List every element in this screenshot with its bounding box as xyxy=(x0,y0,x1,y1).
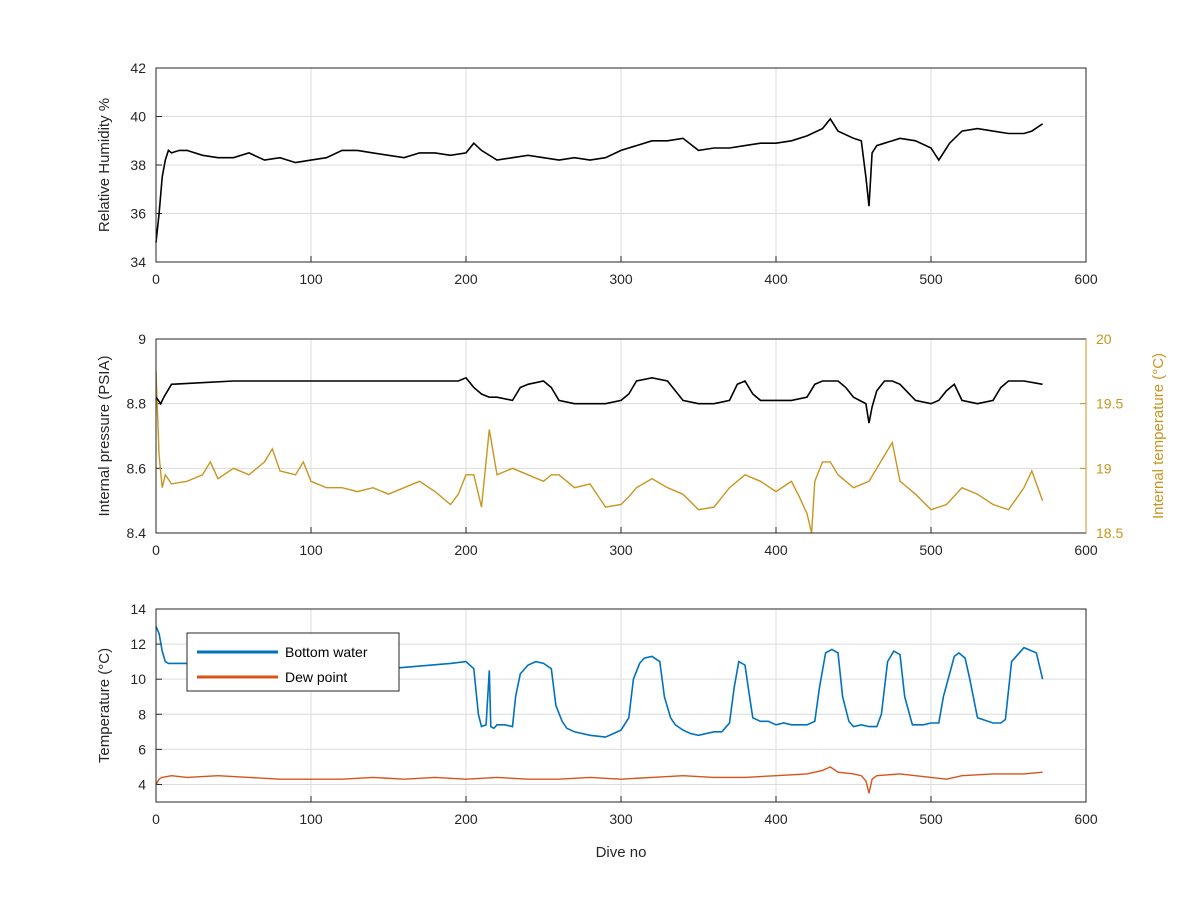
humidity-line xyxy=(155,117,1044,243)
y-axis-label: Internal pressure (PSIA) xyxy=(96,356,113,517)
y2-tick-label: 19.5 xyxy=(1096,396,1123,412)
axes-box xyxy=(155,67,1087,263)
x-tick-label: 0 xyxy=(152,542,160,558)
x-tick-label: 100 xyxy=(299,811,323,827)
y-tick-label: 38 xyxy=(130,157,146,173)
y2-axis-label: Internal temperature (°C) xyxy=(1150,353,1167,519)
y2-tick-label: 18.5 xyxy=(1096,525,1123,541)
y-tick-labels: 8.4 8.6 8.8 9 xyxy=(127,331,147,541)
x-tick-label: 200 xyxy=(454,271,478,287)
x-tick-label: 300 xyxy=(609,271,633,287)
x-tick-label: 200 xyxy=(454,811,478,827)
legend-label-dew-point: Dew point xyxy=(285,669,347,685)
x-tick-label: 0 xyxy=(152,271,160,287)
y-tick-label: 42 xyxy=(130,60,146,76)
panel-pressure-temperature: 0 100 200 300 400 500 600 8.4 8.6 8.8 9 18.5 19 19.… xyxy=(96,331,1167,558)
y-tick-label: 36 xyxy=(130,206,146,222)
x-tick-label: 600 xyxy=(1074,542,1098,558)
y2-tick-label: 19 xyxy=(1096,460,1112,476)
legend-box xyxy=(186,632,400,692)
x-tick-labels: 0 100 200 300 400 500 600 xyxy=(152,271,1098,287)
grid xyxy=(155,67,1087,263)
dew-point-line xyxy=(155,766,1043,794)
y2-tick-labels: 18.5 19 19.5 20 xyxy=(1096,331,1123,541)
y2-tick-label: 20 xyxy=(1096,331,1112,347)
axes-box xyxy=(155,608,1087,803)
internal-temperature-line xyxy=(155,371,1044,534)
x-tick-label: 400 xyxy=(764,542,788,558)
x-tick-label: 200 xyxy=(454,542,478,558)
x-tick-label: 300 xyxy=(609,811,633,827)
x-tick-labels: 0 100 200 300 400 500 600 xyxy=(152,542,1098,558)
x-tick-label: 600 xyxy=(1074,811,1098,827)
panel-temperature: 0 100 200 300 400 500 600 4 6 8 10 12 14 Temperatur… xyxy=(96,601,1098,861)
y-axis-label: Temperature (°C) xyxy=(96,648,113,763)
y-tick-labels: 34 36 38 40 42 xyxy=(130,60,146,270)
y-tick-label: 12 xyxy=(130,636,146,652)
y-tick-label: 8 xyxy=(138,706,146,722)
x-tick-label: 300 xyxy=(609,542,633,558)
y-tick-label: 34 xyxy=(130,254,146,270)
y-tick-label: 9 xyxy=(138,331,146,347)
y-tick-labels: 4 6 8 10 12 14 xyxy=(130,601,146,792)
legend-label-bottom-water: Bottom water xyxy=(285,644,368,660)
x-tick-label: 500 xyxy=(919,271,943,287)
x-tick-label: 600 xyxy=(1074,271,1098,287)
y-tick-label: 14 xyxy=(130,601,146,617)
y-tick-label: 8.6 xyxy=(127,460,147,476)
bottom-water-line xyxy=(155,626,1044,738)
x-tick-label: 500 xyxy=(919,811,943,827)
y-tick-label: 10 xyxy=(130,671,146,687)
y-tick-label: 8.4 xyxy=(127,525,147,541)
y-tick-label: 4 xyxy=(138,776,146,792)
x-tick-label: 100 xyxy=(299,542,323,558)
internal-pressure-line xyxy=(155,376,1043,424)
x-axis-label: Dive no xyxy=(596,844,647,861)
x-tick-label: 500 xyxy=(919,542,943,558)
y-tick-label: 8.8 xyxy=(127,396,147,412)
x-tick-label: 400 xyxy=(764,271,788,287)
y-tick-label: 40 xyxy=(130,109,146,125)
x-tick-labels: 0 100 200 300 400 500 600 xyxy=(152,811,1098,827)
x-tick-label: 400 xyxy=(764,811,788,827)
y-axis-label: Relative Humidity % xyxy=(96,98,113,232)
panel-humidity: 0 100 200 300 400 500 600 34 36 38 40 42 Relative … xyxy=(96,60,1098,287)
y-tick-label: 6 xyxy=(138,741,146,757)
x-tick-label: 100 xyxy=(299,271,323,287)
x-tick-label: 0 xyxy=(152,811,160,827)
legend: Bottom water Dew point xyxy=(186,632,400,692)
